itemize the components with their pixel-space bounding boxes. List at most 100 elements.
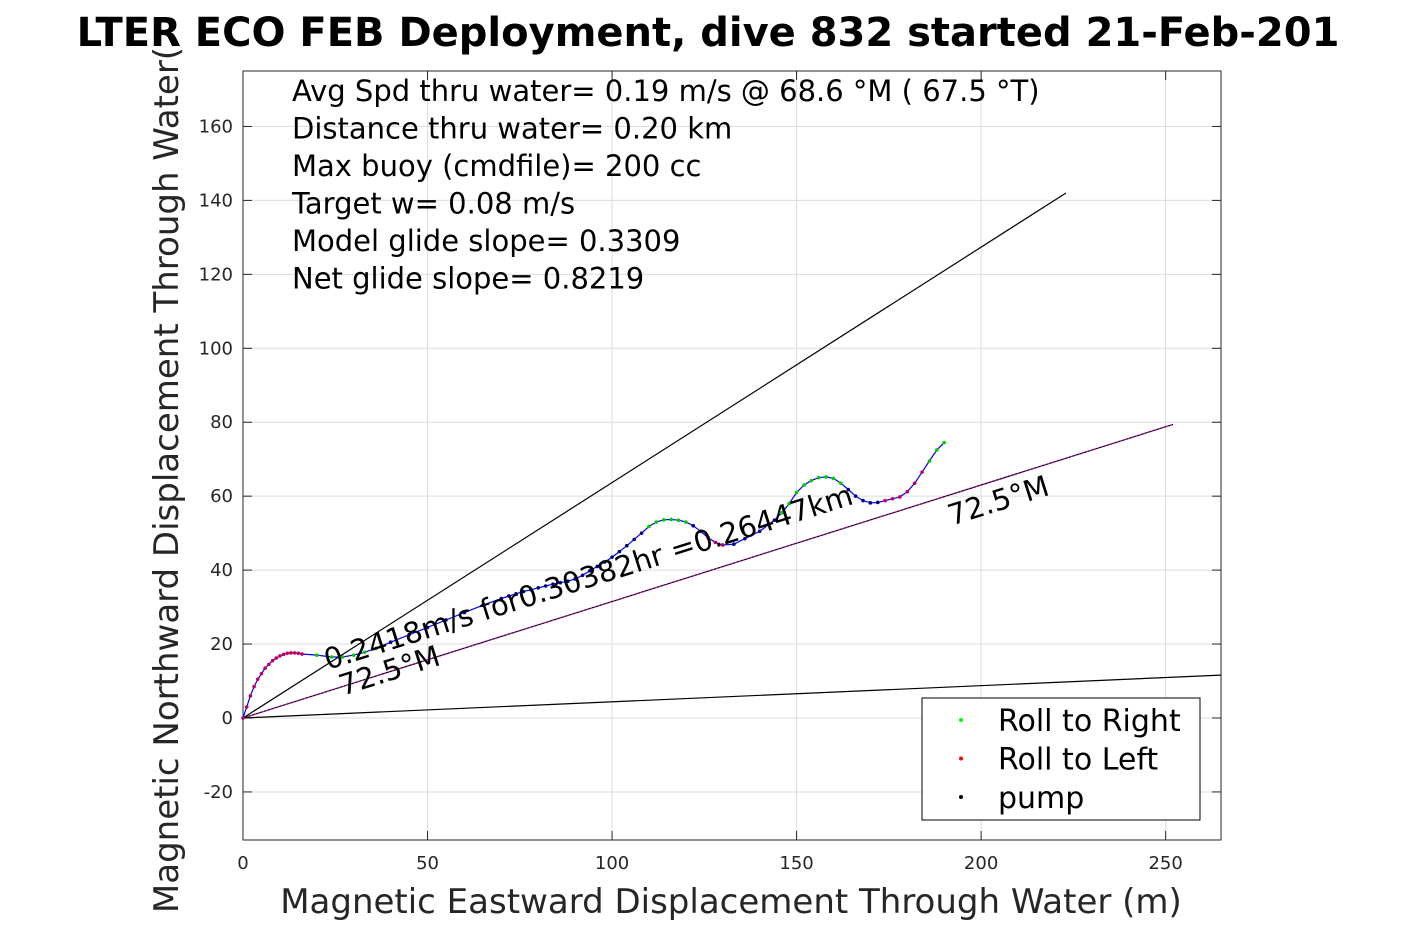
track-point <box>780 511 784 515</box>
track-point <box>684 520 688 524</box>
track-point <box>241 716 245 720</box>
track-point <box>499 596 504 601</box>
track-point <box>551 582 555 586</box>
info-line: Distance thru water= 0.20 km <box>292 112 732 146</box>
track-point <box>588 569 592 573</box>
track-point <box>713 540 718 545</box>
track-point <box>935 448 939 452</box>
heading-line-overlay <box>242 423 1174 719</box>
track-point <box>248 694 253 698</box>
track-point <box>543 584 548 588</box>
track-point <box>942 440 947 445</box>
track-point <box>255 677 260 681</box>
legend-label: Roll to Right <box>998 704 1181 739</box>
track-point <box>536 586 541 590</box>
info-line: Model glide slope= 0.3309 <box>292 224 680 258</box>
track-point <box>388 640 393 645</box>
info-line: Avg Spd thru water= 0.19 m/s @ 68.6 °M (… <box>292 74 1040 108</box>
track-point <box>300 652 304 656</box>
legend-label: Roll to Left <box>998 743 1158 778</box>
track-point <box>920 470 924 474</box>
track-point <box>861 498 865 503</box>
track-point <box>252 684 256 689</box>
track-point <box>274 656 279 660</box>
x-tick-label: 150 <box>779 853 813 874</box>
y-tick-label: -20 <box>204 782 233 803</box>
track-point <box>281 652 286 657</box>
track-point <box>514 591 518 596</box>
legend-label: pump <box>998 781 1084 816</box>
track-point <box>374 646 378 651</box>
track-point <box>883 498 887 503</box>
info-line: Max buoy (cmdfile)= 200 cc <box>292 149 701 183</box>
track-point <box>580 573 585 578</box>
track-point <box>444 618 448 622</box>
track-point <box>315 653 319 657</box>
track-point <box>890 496 895 501</box>
x-axis-label: Magnetic Eastward Displacement Through W… <box>280 882 1182 922</box>
track-point <box>244 705 249 709</box>
track-point <box>263 666 267 670</box>
track-point <box>529 587 533 592</box>
y-tick-label: 80 <box>210 412 233 433</box>
track-point <box>285 651 290 656</box>
track-point <box>698 529 703 534</box>
track-point <box>296 651 301 656</box>
y-tick-label: 60 <box>210 486 233 507</box>
track-point <box>839 481 843 486</box>
info-line: Target w= 0.08 m/s <box>291 187 575 221</box>
legend-marker <box>959 756 963 761</box>
track-point <box>647 524 651 529</box>
grid-lines <box>242 71 1221 840</box>
track-point <box>407 633 411 637</box>
dive-track <box>241 440 947 720</box>
info-text-block: Avg Spd thru water= 0.19 m/s @ 68.6 °M (… <box>291 74 1040 296</box>
track-point <box>831 476 836 481</box>
track-point <box>270 658 275 663</box>
track-point <box>351 653 356 657</box>
y-tick-label: 160 <box>199 116 233 137</box>
y-axis-label: Magnetic Northward Displacement Through … <box>147 47 187 913</box>
x-tick-label: 100 <box>595 853 629 874</box>
annotation-label: 72.5°M <box>943 469 1053 533</box>
y-tick-label: 100 <box>199 338 233 359</box>
track-point <box>757 529 762 534</box>
y-tick-label: 0 <box>222 708 233 729</box>
y-tick-label: 40 <box>210 560 233 581</box>
track-point <box>905 489 910 494</box>
track-point <box>362 650 367 654</box>
track-point <box>259 671 264 676</box>
track-point <box>632 537 636 542</box>
track-point <box>802 483 806 487</box>
track-point <box>610 555 614 559</box>
track-point <box>661 518 666 522</box>
track-point <box>425 625 430 630</box>
legend-marker <box>959 718 963 722</box>
annotations: 0.2418m/s for0.30382hr =0.26447km72.5°M7… <box>320 469 1053 703</box>
track-point <box>521 589 526 594</box>
track-point <box>573 577 577 581</box>
y-tick-label: 140 <box>199 190 233 211</box>
track-point <box>743 536 747 541</box>
legend-box <box>921 697 1201 821</box>
track-point <box>853 494 858 498</box>
track-point <box>787 501 792 506</box>
track-point <box>278 654 282 658</box>
x-tick-label: 0 <box>237 853 248 874</box>
track-point <box>809 478 814 483</box>
track-point <box>875 500 880 505</box>
track-point <box>340 655 345 659</box>
track-point <box>669 517 673 522</box>
track-point <box>691 523 696 528</box>
track-point <box>292 651 297 655</box>
track-point <box>617 549 622 554</box>
track-point <box>927 459 932 463</box>
track-point <box>846 487 851 492</box>
track-point <box>602 560 607 564</box>
track-point <box>462 610 467 615</box>
y-tick-label: 120 <box>199 264 233 285</box>
legend-marker <box>959 795 963 799</box>
track-point <box>639 531 644 535</box>
track-point <box>732 542 736 547</box>
